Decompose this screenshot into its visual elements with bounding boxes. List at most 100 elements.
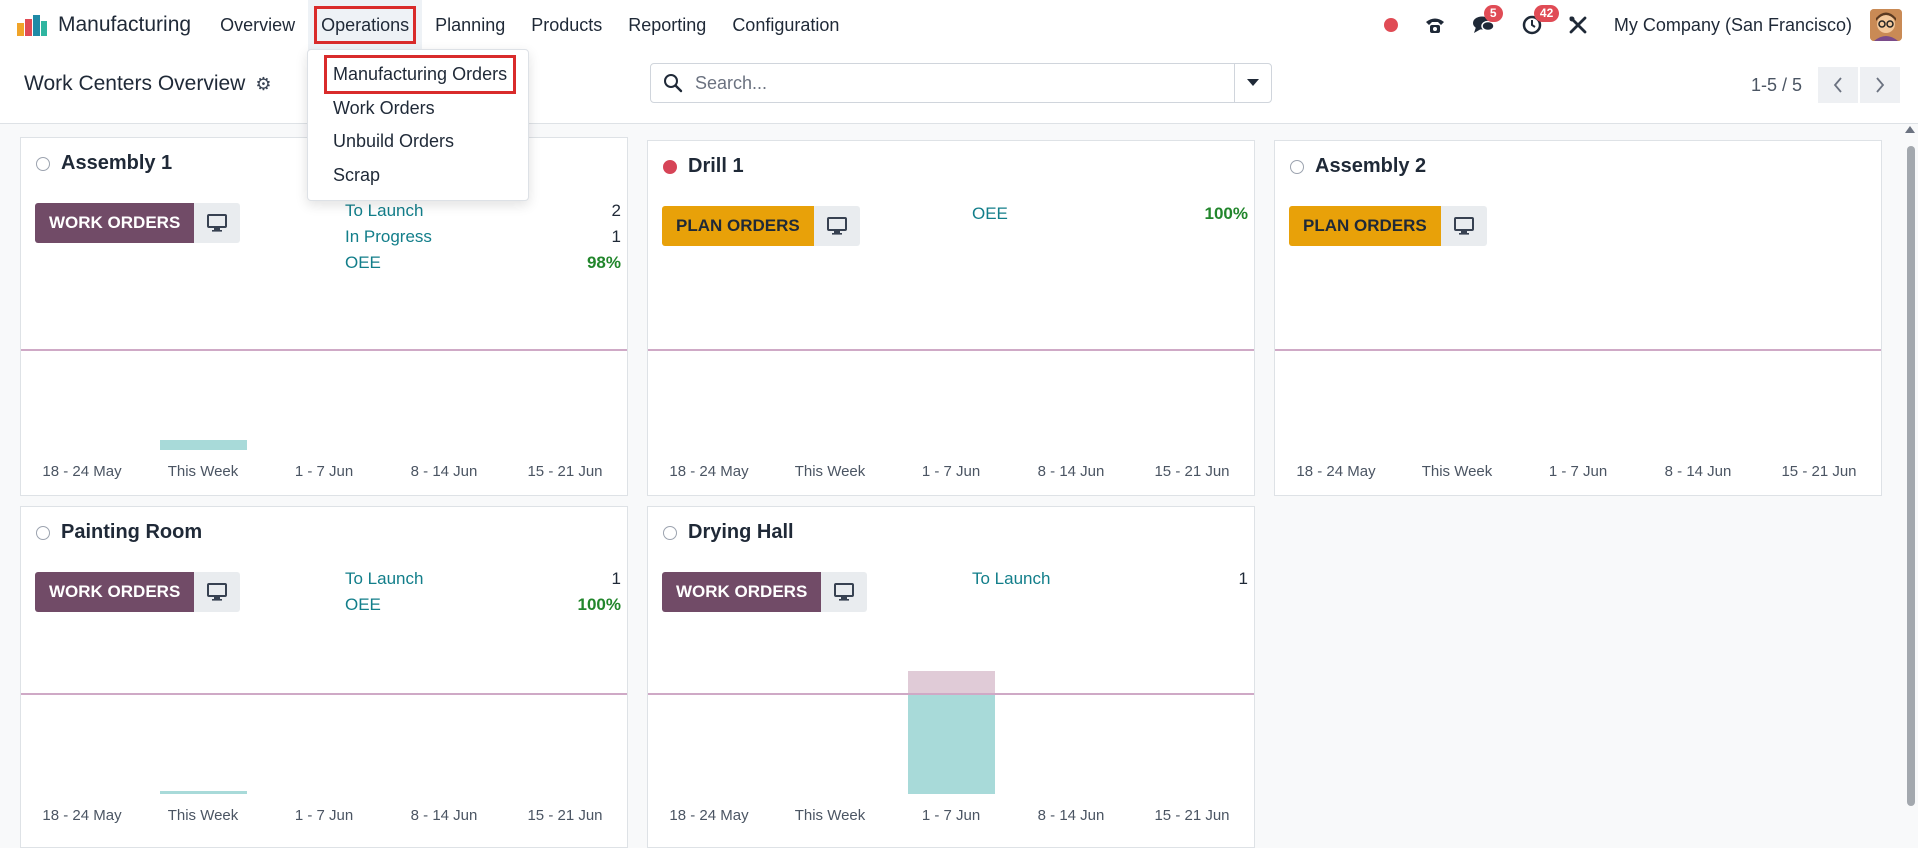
stat-row: To Launch 1 bbox=[972, 569, 1248, 595]
plan-orders-button[interactable]: Plan Orders bbox=[1289, 206, 1441, 246]
work-orders-button[interactable]: Work Orders bbox=[35, 203, 195, 243]
activities-clock-icon[interactable]: 42 bbox=[1522, 5, 1560, 35]
monitor-button[interactable] bbox=[1440, 206, 1487, 246]
stat-label-in-progress[interactable]: In Progress bbox=[345, 227, 432, 246]
chart-bar[interactable] bbox=[908, 695, 995, 794]
scrollbar-thumb[interactable] bbox=[1907, 146, 1915, 806]
card-title[interactable]: Painting Room bbox=[61, 521, 203, 543]
chart-x-label: This Week bbox=[167, 463, 239, 480]
stat-value: 2 bbox=[611, 201, 621, 220]
phone-icon[interactable] bbox=[1424, 15, 1446, 35]
user-avatar[interactable] bbox=[1870, 9, 1902, 41]
chart-x-label: 15 - 21 Jun bbox=[1781, 463, 1857, 480]
chart-x-label: This Week bbox=[794, 463, 866, 480]
menu-configuration[interactable]: Configuration bbox=[732, 15, 840, 35]
stat-row: To Launch 1 bbox=[345, 569, 621, 595]
messages-icon[interactable]: 5 bbox=[1472, 5, 1503, 35]
chart-x-label: 8 - 14 Jun bbox=[1664, 463, 1732, 480]
stat-label-oee[interactable]: OEE bbox=[345, 595, 381, 614]
card-actions: Work Orders bbox=[662, 572, 868, 612]
app-brand[interactable]: Manufacturing bbox=[16, 13, 191, 37]
chart-x-label: 18 - 24 May bbox=[1296, 463, 1376, 480]
card-header: Drying Hall bbox=[663, 521, 794, 544]
menu-scrap[interactable]: Scrap bbox=[333, 165, 381, 185]
stat-value-oee: 98% bbox=[586, 253, 621, 272]
chart-x-label: 18 - 24 May bbox=[42, 807, 122, 824]
card-header: Assembly 1 bbox=[36, 152, 172, 175]
card-title[interactable]: Assembly 1 bbox=[61, 152, 173, 174]
status-indicator[interactable] bbox=[36, 525, 50, 540]
caret-down-icon bbox=[1247, 79, 1259, 86]
chart-x-label: 18 - 24 May bbox=[42, 463, 122, 480]
stat-value: 1 bbox=[611, 569, 621, 588]
work-orders-button[interactable]: Work Orders bbox=[662, 572, 822, 612]
monitor-button[interactable] bbox=[194, 203, 241, 243]
search-options-toggle[interactable] bbox=[1234, 64, 1271, 102]
workcenter-card-painting-room: Painting Room Work Orders To Launch 1 OE… bbox=[20, 506, 628, 848]
status-indicator[interactable] bbox=[36, 156, 50, 171]
menu-planning[interactable]: Planning bbox=[435, 15, 506, 35]
chart-x-label: 15 - 21 Jun bbox=[527, 463, 603, 480]
gear-icon[interactable]: ⚙ bbox=[255, 73, 272, 94]
menu-operations[interactable]: Operations bbox=[308, 0, 423, 50]
activities-badge: 42 bbox=[1533, 5, 1560, 22]
monitor-icon bbox=[207, 214, 228, 232]
card-title[interactable]: Assembly 2 bbox=[1315, 155, 1427, 177]
chart-x-label: 1 - 7 Jun bbox=[921, 463, 981, 480]
plan-orders-button[interactable]: Plan Orders bbox=[662, 206, 814, 246]
stat-value: 1 bbox=[1238, 569, 1248, 588]
card-header: Painting Room bbox=[36, 521, 202, 544]
card-title[interactable]: Drying Hall bbox=[688, 521, 794, 543]
menu-products[interactable]: Products bbox=[531, 15, 603, 35]
chart-x-label: 15 - 21 Jun bbox=[1154, 463, 1230, 480]
menu-work-orders[interactable]: Work Orders bbox=[333, 98, 435, 118]
card-title[interactable]: Drill 1 bbox=[688, 155, 744, 177]
work-orders-button[interactable]: Work Orders bbox=[35, 572, 195, 612]
chart-x-label: 1 - 7 Jun bbox=[921, 807, 981, 824]
pager-previous-button[interactable] bbox=[1818, 67, 1858, 103]
chart-x-label: 1 - 7 Jun bbox=[294, 807, 354, 824]
pager-value[interactable]: 1-5 / 5 bbox=[1750, 74, 1802, 95]
stat-label-oee[interactable]: OEE bbox=[345, 253, 381, 272]
chart-goal-line bbox=[21, 349, 627, 351]
status-indicator[interactable] bbox=[663, 525, 677, 540]
chart-x-label: 8 - 14 Jun bbox=[410, 463, 478, 480]
menu-reporting[interactable]: Reporting bbox=[628, 15, 707, 35]
monitor-button[interactable] bbox=[194, 572, 241, 612]
stat-label-to-launch[interactable]: To Launch bbox=[345, 569, 424, 588]
card-actions: Work Orders bbox=[35, 203, 241, 243]
menu-manufacturing-orders[interactable]: Manufacturing Orders bbox=[323, 55, 517, 94]
stat-row: To Launch 2 bbox=[345, 201, 621, 227]
search-input[interactable] bbox=[693, 71, 1237, 95]
chart-bar-overflow[interactable] bbox=[908, 671, 995, 693]
stat-label-to-launch[interactable]: To Launch bbox=[972, 569, 1051, 588]
menu-unbuild-orders[interactable]: Unbuild Orders bbox=[333, 131, 455, 151]
monitor-button[interactable] bbox=[821, 572, 868, 612]
chart-bar[interactable] bbox=[160, 791, 247, 794]
chart-x-label: This Week bbox=[167, 807, 239, 824]
stat-value-oee: 100% bbox=[1204, 204, 1248, 223]
menu-overview[interactable]: Overview bbox=[220, 15, 296, 35]
chart-goal-line bbox=[648, 693, 1254, 695]
stat-label-oee[interactable]: OEE bbox=[972, 204, 1008, 223]
scroll-up-arrow-icon[interactable] bbox=[1905, 126, 1915, 133]
manufacturing-app-icon bbox=[17, 15, 47, 36]
chart-x-label: 15 - 21 Jun bbox=[1154, 807, 1230, 824]
company-switcher[interactable]: My Company (San Francisco) bbox=[1613, 14, 1852, 35]
pager: 1-5 / 5 bbox=[1751, 67, 1900, 103]
chart-goal-line bbox=[648, 349, 1254, 351]
chart-x-label: 1 - 7 Jun bbox=[294, 463, 354, 480]
status-indicator[interactable] bbox=[1290, 159, 1304, 174]
recording-icon[interactable] bbox=[1383, 18, 1398, 32]
stat-label-to-launch[interactable]: To Launch bbox=[345, 201, 424, 220]
chart-x-label: 8 - 14 Jun bbox=[1037, 463, 1105, 480]
tools-icon[interactable] bbox=[1568, 15, 1588, 35]
status-indicator[interactable] bbox=[663, 159, 677, 174]
stat-row: OEE 98% bbox=[345, 253, 621, 279]
chart-bar[interactable] bbox=[160, 440, 247, 450]
monitor-button[interactable] bbox=[813, 206, 860, 246]
monitor-icon bbox=[207, 583, 228, 601]
pager-next-button[interactable] bbox=[1860, 67, 1900, 103]
top-navbar: Manufacturing Overview Operations Planni… bbox=[0, 0, 1918, 50]
page-title: Work Centers Overview bbox=[24, 72, 246, 95]
